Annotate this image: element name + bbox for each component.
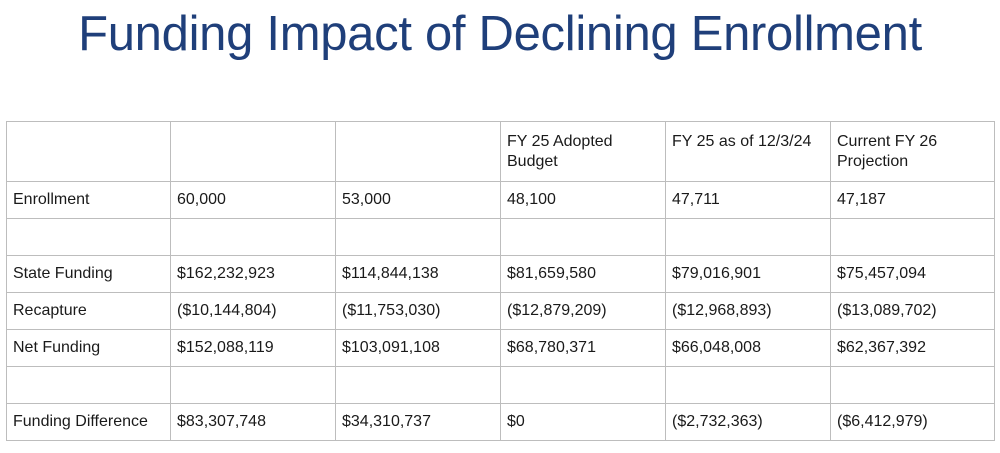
table-cell: $62,367,392 [830,329,995,367]
table-cell [170,218,336,256]
table-row-funding-difference: Funding Difference $83,307,748 $34,310,7… [6,403,995,441]
table-cell: ($13,089,702) [830,292,995,330]
table-cell: 47,711 [665,181,831,219]
table-cell: 53,000 [335,181,501,219]
row-label: Enrollment [6,181,171,219]
table-cell: $0 [500,403,666,441]
header-cell-fy25-adopted-budget: FY 25 Adopted Budget [500,121,666,182]
table-row-empty [6,218,995,256]
table-row-empty [6,366,995,404]
table-cell: $79,016,901 [665,255,831,293]
table-cell: 48,100 [500,181,666,219]
table-cell: ($12,968,893) [665,292,831,330]
table-cell: 47,187 [830,181,995,219]
header-cell [6,121,171,182]
header-cell-fy26-projection: Current FY 26 Projection [830,121,995,182]
funding-table: FY 25 Adopted Budget FY 25 as of 12/3/24… [6,121,995,441]
table-header-row: FY 25 Adopted Budget FY 25 as of 12/3/24… [6,121,995,182]
table-cell: $66,048,008 [665,329,831,367]
row-label: Recapture [6,292,171,330]
table-row-recapture: Recapture ($10,144,804) ($11,753,030) ($… [6,292,995,330]
row-label: State Funding [6,255,171,293]
table-cell [335,366,501,404]
table-cell [830,218,995,256]
header-cell [335,121,501,182]
table-row-state-funding: State Funding $162,232,923 $114,844,138 … [6,255,995,293]
table-cell: ($10,144,804) [170,292,336,330]
table-cell: $162,232,923 [170,255,336,293]
header-cell-fy25-as-of: FY 25 as of 12/3/24 [665,121,831,182]
table-cell: $103,091,108 [335,329,501,367]
table-cell: $114,844,138 [335,255,501,293]
table-cell: 60,000 [170,181,336,219]
row-label: Net Funding [6,329,171,367]
table-cell: $152,088,119 [170,329,336,367]
table-row-net-funding: Net Funding $152,088,119 $103,091,108 $6… [6,329,995,367]
table-cell: $83,307,748 [170,403,336,441]
table-cell [335,218,501,256]
table-cell: $81,659,580 [500,255,666,293]
table-cell [665,218,831,256]
table-cell: $68,780,371 [500,329,666,367]
table-cell [170,366,336,404]
row-label: Funding Difference [6,403,171,441]
header-cell [170,121,336,182]
page-title: Funding Impact of Declining Enrollment [78,7,922,61]
table-cell [500,366,666,404]
table-cell [665,366,831,404]
table-row-enrollment: Enrollment 60,000 53,000 48,100 47,711 4… [6,181,995,219]
table-cell [830,366,995,404]
table-cell: $34,310,737 [335,403,501,441]
row-label [6,218,171,256]
row-label [6,366,171,404]
table-cell [500,218,666,256]
table-cell: ($6,412,979) [830,403,995,441]
table-cell: ($2,732,363) [665,403,831,441]
table-cell: ($11,753,030) [335,292,501,330]
table-cell: $75,457,094 [830,255,995,293]
table-cell: ($12,879,209) [500,292,666,330]
